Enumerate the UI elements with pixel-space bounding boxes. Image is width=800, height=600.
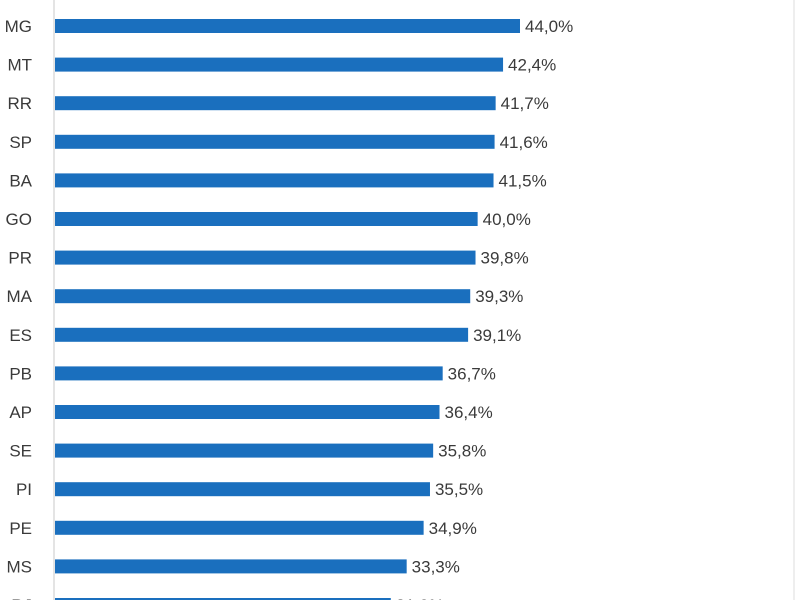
category-label: PR [8, 249, 32, 268]
category-label: MA [7, 287, 33, 306]
category-label: AP [9, 403, 32, 422]
category-label: MG [5, 17, 32, 36]
category-label: BA [9, 171, 32, 190]
bar [55, 212, 478, 226]
bar-row-ap: AP 36,4% [9, 403, 492, 422]
category-label: PE [9, 519, 32, 538]
value-label: 42,4% [508, 56, 556, 75]
bar [55, 366, 443, 381]
value-label: 35,5% [435, 480, 483, 499]
bar-row-pr: PR 39,8% [8, 249, 528, 268]
bar-row-rj: RJ 31,8% [11, 596, 444, 600]
bar [55, 173, 494, 188]
bar-row-ma: MA 39,3% [7, 287, 524, 306]
value-label: 35,8% [438, 442, 486, 461]
category-label: SE [9, 442, 32, 461]
value-label: 41,6% [500, 133, 548, 152]
bar-row-pi: PI 35,5% [16, 480, 483, 499]
value-label: 44,0% [525, 17, 573, 36]
value-label: 41,5% [499, 171, 547, 190]
category-label: SP [9, 133, 32, 152]
bar [55, 520, 424, 535]
value-label: 34,9% [429, 519, 477, 538]
value-label: 31,8% [396, 596, 444, 600]
category-label: GO [6, 210, 32, 229]
bar [55, 250, 476, 265]
bar-row-mg: MG 44,0% [5, 17, 574, 36]
bar-row-se: SE 35,8% [9, 442, 486, 461]
bar [55, 327, 469, 342]
bar [55, 57, 504, 72]
value-label: 39,8% [481, 249, 529, 268]
bar [55, 19, 520, 33]
category-label: RJ [11, 596, 32, 600]
bar [55, 559, 407, 574]
bar-row-pe: PE 34,9% [9, 519, 477, 538]
bar-row-go: GO 40,0% [6, 210, 531, 229]
bar-row-pb: PB 36,7% [9, 364, 496, 383]
bar-row-ms: MS 33,3% [7, 557, 460, 576]
category-label: RR [7, 94, 32, 113]
value-label: 40,0% [483, 210, 531, 229]
category-label: ES [9, 326, 32, 345]
bar-row-rr: RR 41,7% [7, 94, 548, 113]
bar [55, 405, 440, 419]
bar-marks: MG 44,0% MT 42,4% RR 41,7% SP 41,6% BA 41,5% GO 40,… [5, 17, 574, 600]
value-label: 33,3% [412, 557, 460, 576]
category-label: PI [16, 480, 32, 499]
category-label: MT [7, 56, 32, 75]
bar [55, 134, 495, 149]
bar-row-es: ES 39,1% [9, 326, 521, 345]
bar-row-mt: MT 42,4% [7, 56, 556, 75]
bar [55, 289, 471, 304]
bar-row-sp: SP 41,6% [9, 133, 547, 152]
value-label: 39,1% [473, 326, 521, 345]
bar [55, 598, 391, 600]
category-label: MS [7, 557, 33, 576]
value-label: 36,4% [445, 403, 493, 422]
value-label: 39,3% [475, 287, 523, 306]
bar [55, 443, 434, 458]
value-label: 36,7% [448, 364, 496, 383]
category-label: PB [9, 364, 32, 383]
value-label: 41,7% [501, 94, 549, 113]
bar-row-ba: BA 41,5% [9, 171, 546, 190]
bar [55, 482, 430, 497]
bar [55, 96, 496, 111]
